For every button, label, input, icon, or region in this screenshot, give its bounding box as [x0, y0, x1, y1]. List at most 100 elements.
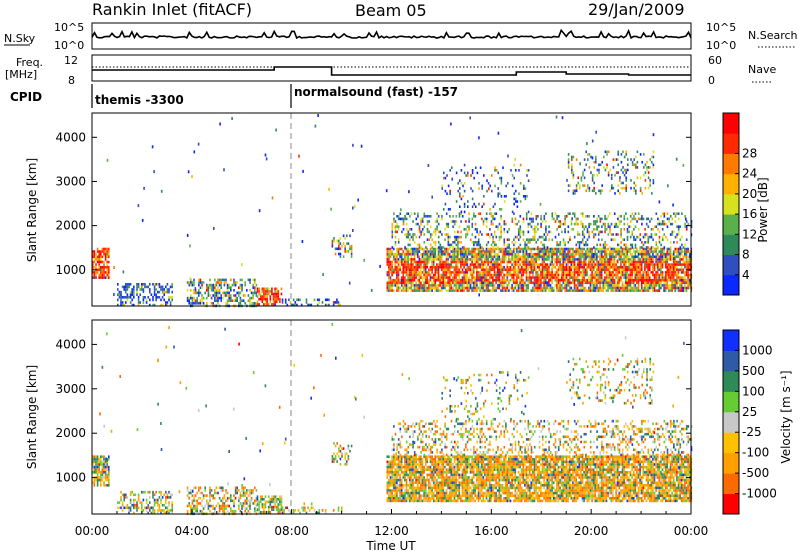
range-gate-cell	[101, 460, 104, 464]
range-gate-cell	[680, 258, 683, 261]
range-gate-cell	[576, 284, 579, 287]
range-gate-cell	[103, 273, 105, 277]
range-gate-cell	[486, 189, 488, 193]
range-gate-cell	[254, 281, 256, 284]
range-gate-cell	[618, 271, 621, 274]
range-gate-cell	[639, 246, 642, 249]
range-gate-cell	[457, 243, 459, 247]
range-gate-cell	[396, 258, 398, 261]
range-gate-cell	[431, 258, 433, 261]
range-gate-cell	[652, 163, 655, 167]
range-gate-cell	[668, 289, 670, 292]
range-gate-cell	[630, 158, 632, 161]
range-gate-cell	[431, 252, 433, 256]
range-gate-cell	[664, 263, 667, 266]
range-gate-cell	[612, 166, 615, 169]
range-gate-cell	[503, 268, 505, 272]
range-gate-cell	[609, 189, 611, 193]
range-gate-cell	[201, 302, 203, 305]
range-gate-cell	[391, 289, 393, 292]
range-gate-cell	[512, 247, 515, 251]
range-gate-cell	[650, 255, 653, 259]
range-gate-cell	[474, 241, 477, 244]
range-gate-cell	[616, 286, 619, 290]
range-gate-cell	[394, 281, 397, 285]
range-gate-cell	[98, 260, 100, 264]
range-gate-cell	[551, 260, 553, 264]
range-gate-cell	[543, 238, 546, 241]
range-gate-cell	[477, 276, 480, 279]
range-gate-cell	[604, 215, 606, 218]
range-gate-cell	[581, 273, 584, 277]
range-gate-cell	[525, 247, 528, 251]
range-gate-cell	[193, 504, 195, 508]
range-gate-cell	[591, 250, 593, 253]
range-gate-cell	[131, 288, 133, 291]
range-gate-cell	[157, 283, 159, 286]
range-gate-cell	[656, 284, 659, 287]
range-gate-cell	[666, 212, 669, 215]
range-gate-cell	[493, 241, 496, 244]
range-gate-cell	[608, 250, 611, 253]
range-gate-cell	[559, 220, 562, 223]
range-gate-cell	[688, 286, 691, 290]
range-gate-cell	[503, 284, 505, 287]
range-gate-cell	[596, 220, 598, 223]
range-gate-cell	[142, 490, 145, 494]
range-gate-cell	[392, 278, 395, 282]
range-gate-cell	[532, 289, 534, 292]
range-gate-cell	[468, 220, 470, 223]
range-gate-cell	[455, 171, 458, 175]
range-gate-cell	[352, 206, 354, 210]
range-gate-cell	[604, 284, 606, 287]
range-gate-cell	[624, 276, 627, 279]
range-gate-cell	[587, 153, 589, 156]
range-gate-cell	[93, 484, 96, 487]
range-gate-cell	[193, 496, 195, 500]
range-gate-cell	[206, 289, 208, 292]
range-gate-cell	[554, 273, 557, 277]
range-gate-cell	[551, 271, 553, 274]
range-gate-cell	[428, 258, 430, 261]
freq-panel: Freq. [MHz] 12 8 60 0 Nave	[5, 54, 776, 87]
range-gate-cell	[677, 268, 680, 272]
range-gate-cell	[444, 263, 446, 266]
range-gate-cell	[141, 506, 143, 510]
range-gate-cell	[428, 230, 430, 234]
range-gate-cell	[464, 271, 467, 274]
range-gate-cell	[490, 263, 493, 266]
range-gate-cell	[594, 252, 597, 256]
range-gate-cell	[473, 215, 475, 218]
range-gate-cell	[668, 252, 670, 256]
range-gate-cell	[543, 233, 546, 236]
range-gate-cell	[226, 299, 229, 302]
range-gate-cell	[617, 233, 619, 236]
range-gate-cell	[533, 265, 536, 269]
range-gate-cell	[413, 252, 416, 256]
range-gate-cell	[423, 255, 425, 259]
range-gate-cell	[161, 496, 164, 499]
range-gate-cell	[501, 289, 504, 292]
range-gate-cell	[410, 252, 413, 256]
range-gate-cell	[434, 233, 437, 236]
range-gate-cell	[685, 238, 688, 241]
range-gate-cell	[326, 303, 329, 307]
range-gate-cell	[557, 265, 560, 269]
range-gate-cell	[133, 503, 135, 507]
range-gate-cell	[573, 284, 576, 287]
range-gate-cell	[594, 273, 597, 277]
range-gate-cell	[108, 476, 110, 479]
range-gate-cell	[193, 494, 195, 497]
range-gate-cell	[596, 271, 598, 274]
range-gate-cell	[477, 273, 480, 277]
range-gate-cell	[485, 250, 488, 253]
range-gate-cell	[562, 260, 565, 264]
range-gate-cell	[397, 247, 400, 251]
range-gate-cell	[142, 283, 145, 286]
range-gate-cell	[500, 228, 502, 231]
range-gate-cell	[471, 255, 473, 259]
range-gate-cell	[620, 168, 623, 172]
range-gate-cell	[471, 171, 474, 175]
range-gate-cell	[535, 278, 537, 282]
range-gate-cell	[546, 281, 549, 285]
